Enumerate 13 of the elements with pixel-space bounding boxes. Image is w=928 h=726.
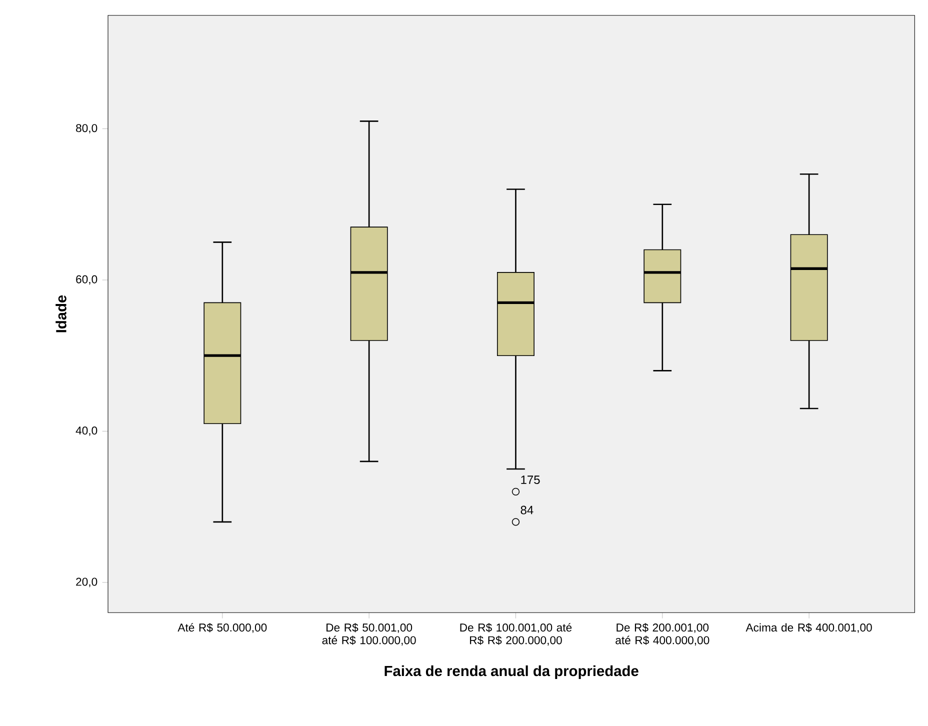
y-tick-label: 60,0 (76, 275, 98, 285)
x-tick-label: De R$ 200.001,00 até R$ 400.000,00 (616, 623, 710, 646)
x-tick-label: De R$ 100.001,00 até R$ R$ 200.000,00 (460, 623, 572, 646)
y-tick-label: 40,0 (76, 426, 98, 436)
x-tick-label: Até R$ 50.000,00 (178, 623, 267, 633)
annotation: 175 (521, 476, 540, 484)
annotation: 84 (520, 506, 534, 514)
x-axis-title: Faixa de renda anual da propriedade (384, 665, 638, 680)
y-tick-label: 20,0 (76, 578, 98, 588)
y-axis-title: Idade (56, 295, 66, 332)
x-tick-label: De R$ 50.001,00 até R$ 100.000,00 (322, 623, 416, 646)
y-tick-label: 80,0 (76, 124, 98, 134)
x-tick-label: Acima de R$ 400.001,00 (746, 623, 872, 633)
